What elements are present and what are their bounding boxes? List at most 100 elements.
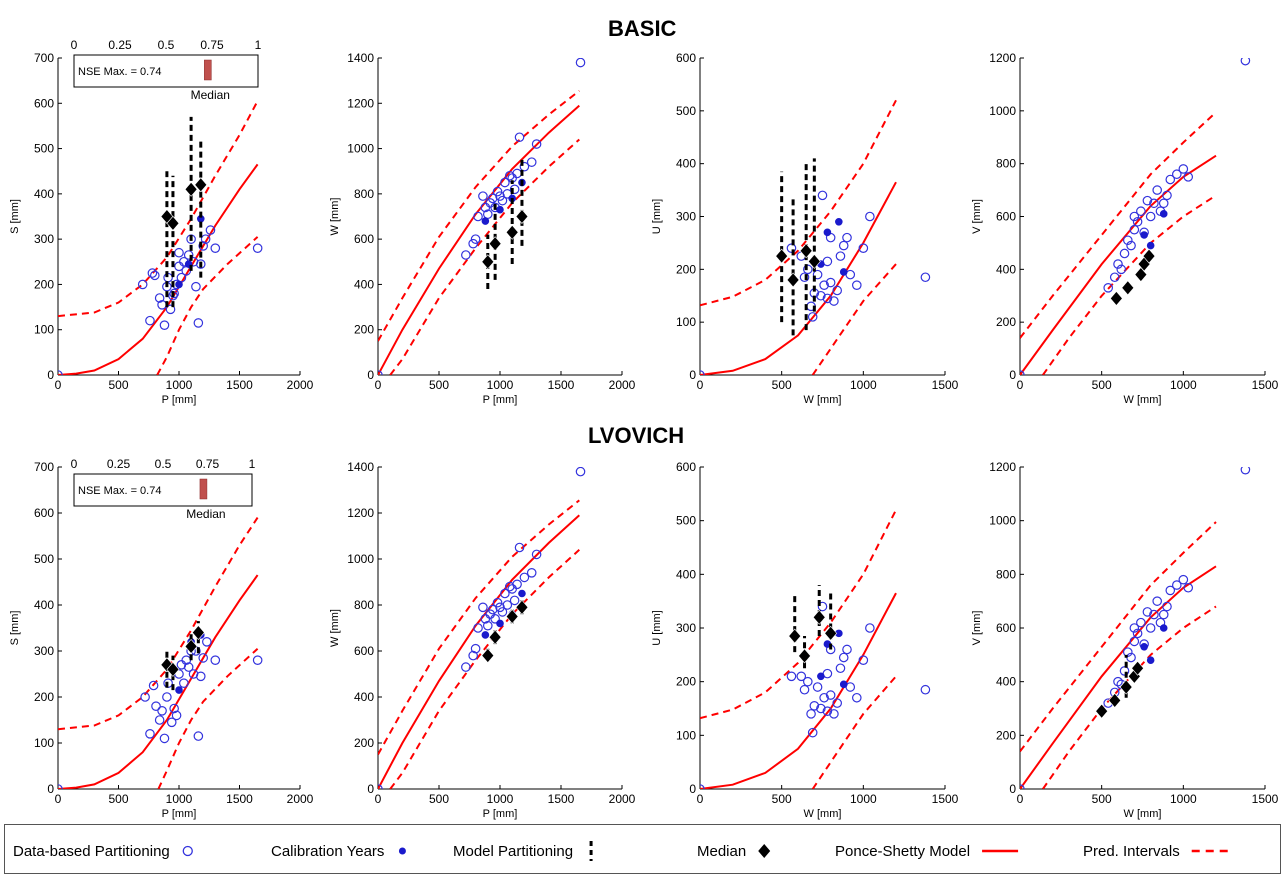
y-tick-label: 200	[354, 323, 374, 337]
data-point	[700, 784, 705, 789]
y-tick-label: 300	[34, 232, 54, 246]
data-point	[174, 247, 184, 258]
y-tick-label: 1200	[989, 51, 1016, 65]
y-tick-label: 600	[354, 644, 374, 658]
row-title-lvovich: LVOVICH	[588, 423, 685, 448]
pred-interval-lower	[389, 138, 580, 375]
chart-basic-W: 0 500 1000 1500 2000 0 200 400 600 800 1000 1200 140…	[329, 51, 636, 406]
data-point	[159, 320, 170, 330]
x-tick-label: 0	[55, 378, 62, 392]
data-point	[473, 623, 483, 633]
x-tick-label: 500	[1092, 378, 1112, 392]
x-tick-label: 1500	[548, 792, 575, 806]
x-tick-label: 1500	[226, 378, 253, 392]
data-point	[507, 584, 517, 594]
data-point	[470, 234, 481, 244]
ponce-shetty-model-line	[700, 181, 897, 375]
data-point	[1109, 272, 1120, 283]
x-axis-label: W [mm]	[804, 394, 842, 406]
row-title-basic: BASIC	[608, 16, 677, 41]
data-point	[166, 717, 177, 728]
y-tick-label: 800	[996, 157, 1016, 171]
y-tick-label: 600	[676, 460, 696, 474]
plot-area	[1020, 467, 1251, 789]
calibration-point	[1146, 656, 1155, 665]
data-point	[468, 238, 478, 249]
data-point	[473, 211, 483, 222]
nse-max-label: NSE Max. = 0.74	[78, 66, 161, 78]
y-tick-label: 600	[676, 51, 696, 65]
data-point	[205, 225, 216, 235]
data-point	[193, 731, 204, 741]
data-point	[1178, 164, 1189, 174]
y-tick-label: 1400	[347, 51, 374, 65]
data-point	[478, 602, 488, 613]
data-point	[1020, 784, 1025, 789]
data-point	[519, 161, 530, 172]
y-tick-label: 300	[676, 210, 696, 224]
data-point	[832, 698, 842, 708]
calibration-point	[1159, 624, 1168, 632]
data-point	[807, 312, 818, 322]
y-tick-label: 400	[996, 675, 1016, 689]
data-point	[1172, 580, 1182, 590]
y-tick-label: 0	[1009, 368, 1016, 382]
nse-tick-label: 0.5	[155, 457, 172, 471]
data-point	[58, 370, 63, 375]
data-point	[1142, 195, 1153, 206]
nse-tick-label: 0.75	[200, 38, 224, 52]
data-point	[812, 269, 823, 280]
median-marker	[812, 609, 826, 625]
data-point	[1178, 574, 1189, 585]
calibration-point	[175, 686, 183, 694]
pred-interval-lower	[389, 549, 580, 789]
data-point	[490, 613, 500, 624]
data-point	[378, 370, 383, 375]
y-tick-label: 1200	[347, 96, 374, 110]
data-point	[802, 264, 813, 275]
x-tick-label: 1500	[226, 792, 253, 806]
data-point	[378, 784, 383, 789]
x-tick-label: 1500	[1252, 378, 1279, 392]
data-point	[482, 620, 493, 631]
y-tick-label: 200	[354, 736, 374, 750]
data-point	[835, 663, 846, 674]
x-tick-label: 2000	[609, 378, 636, 392]
median-marker	[1108, 692, 1122, 708]
data-point	[817, 601, 828, 612]
data-point	[195, 259, 206, 269]
pred-interval-upper	[1020, 111, 1217, 339]
y-tick-label: 100	[34, 323, 54, 337]
x-axis-label: P [mm]	[483, 808, 518, 820]
data-point	[512, 579, 522, 590]
data-point	[796, 671, 807, 682]
data-point	[500, 177, 510, 188]
x-tick-label: 1500	[932, 378, 959, 392]
data-point	[58, 784, 63, 789]
data-point	[1240, 58, 1251, 66]
data-point	[851, 280, 862, 290]
data-point	[193, 318, 204, 328]
y-tick-label: 300	[676, 621, 696, 635]
pred-interval-upper	[378, 90, 580, 342]
data-point	[1113, 676, 1123, 687]
nse-tick-label: 0.5	[158, 38, 175, 52]
data-point	[500, 588, 510, 599]
median-marker	[786, 272, 800, 288]
data-point	[812, 682, 823, 692]
data-point	[1123, 235, 1133, 246]
data-point	[198, 653, 208, 663]
pred-interval-upper	[700, 509, 897, 720]
nse-median-label: Median	[186, 507, 225, 521]
data-point	[468, 650, 478, 661]
data-point	[202, 636, 212, 647]
legend-item: Ponce-Shetty Model	[835, 843, 1019, 860]
x-tick-label: 1500	[548, 378, 575, 392]
x-tick-label: 1000	[1170, 792, 1197, 806]
y-tick-label: 1000	[989, 514, 1016, 528]
y-tick-label: 400	[676, 567, 696, 581]
data-point	[497, 195, 508, 206]
plot-area	[378, 58, 586, 375]
x-tick-label: 2000	[287, 378, 314, 392]
x-tick-label: 500	[429, 378, 449, 392]
